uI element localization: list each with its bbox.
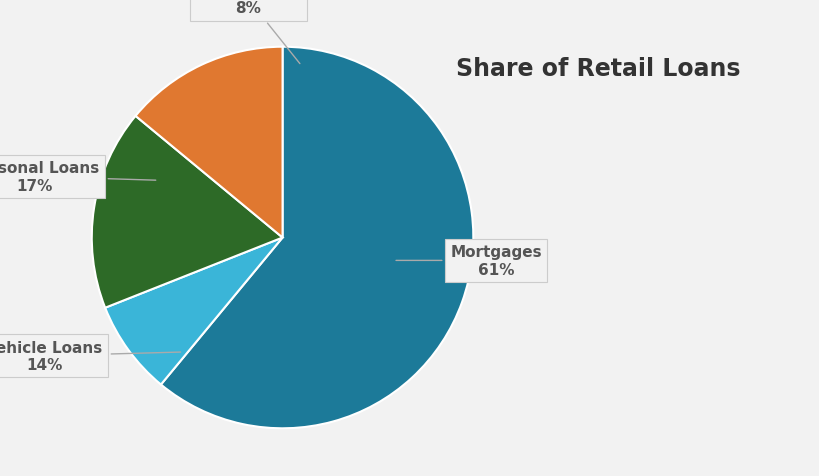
Wedge shape — [161, 48, 473, 428]
Text: Personal Loans
17%: Personal Loans 17% — [0, 161, 156, 193]
Text: Vehicle Loans
14%: Vehicle Loans 14% — [0, 340, 180, 372]
Text: Credit Cards
8%: Credit Cards 8% — [195, 0, 301, 64]
Wedge shape — [92, 117, 283, 308]
Text: Mortgages
61%: Mortgages 61% — [396, 245, 542, 277]
Text: Share of Retail Loans: Share of Retail Loans — [455, 57, 740, 81]
Wedge shape — [135, 48, 283, 238]
Wedge shape — [105, 238, 283, 385]
